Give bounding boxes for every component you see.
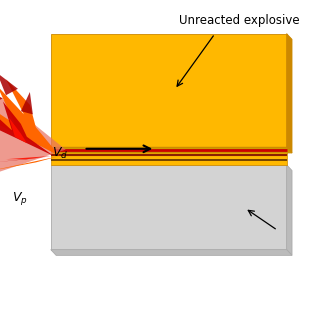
- Polygon shape: [51, 250, 292, 255]
- Text: $V_p$: $V_p$: [12, 190, 28, 207]
- Polygon shape: [287, 34, 292, 153]
- Polygon shape: [0, 102, 54, 163]
- Polygon shape: [287, 165, 292, 255]
- Polygon shape: [0, 73, 18, 95]
- Polygon shape: [51, 34, 287, 147]
- Polygon shape: [0, 86, 3, 105]
- Polygon shape: [51, 147, 292, 153]
- Polygon shape: [51, 147, 287, 165]
- Polygon shape: [21, 92, 33, 115]
- Text: Unreacted explosive: Unreacted explosive: [179, 14, 300, 27]
- Polygon shape: [0, 73, 66, 182]
- Polygon shape: [6, 118, 51, 159]
- Polygon shape: [0, 79, 60, 172]
- Text: $V_d$: $V_d$: [52, 145, 68, 161]
- Polygon shape: [51, 165, 287, 250]
